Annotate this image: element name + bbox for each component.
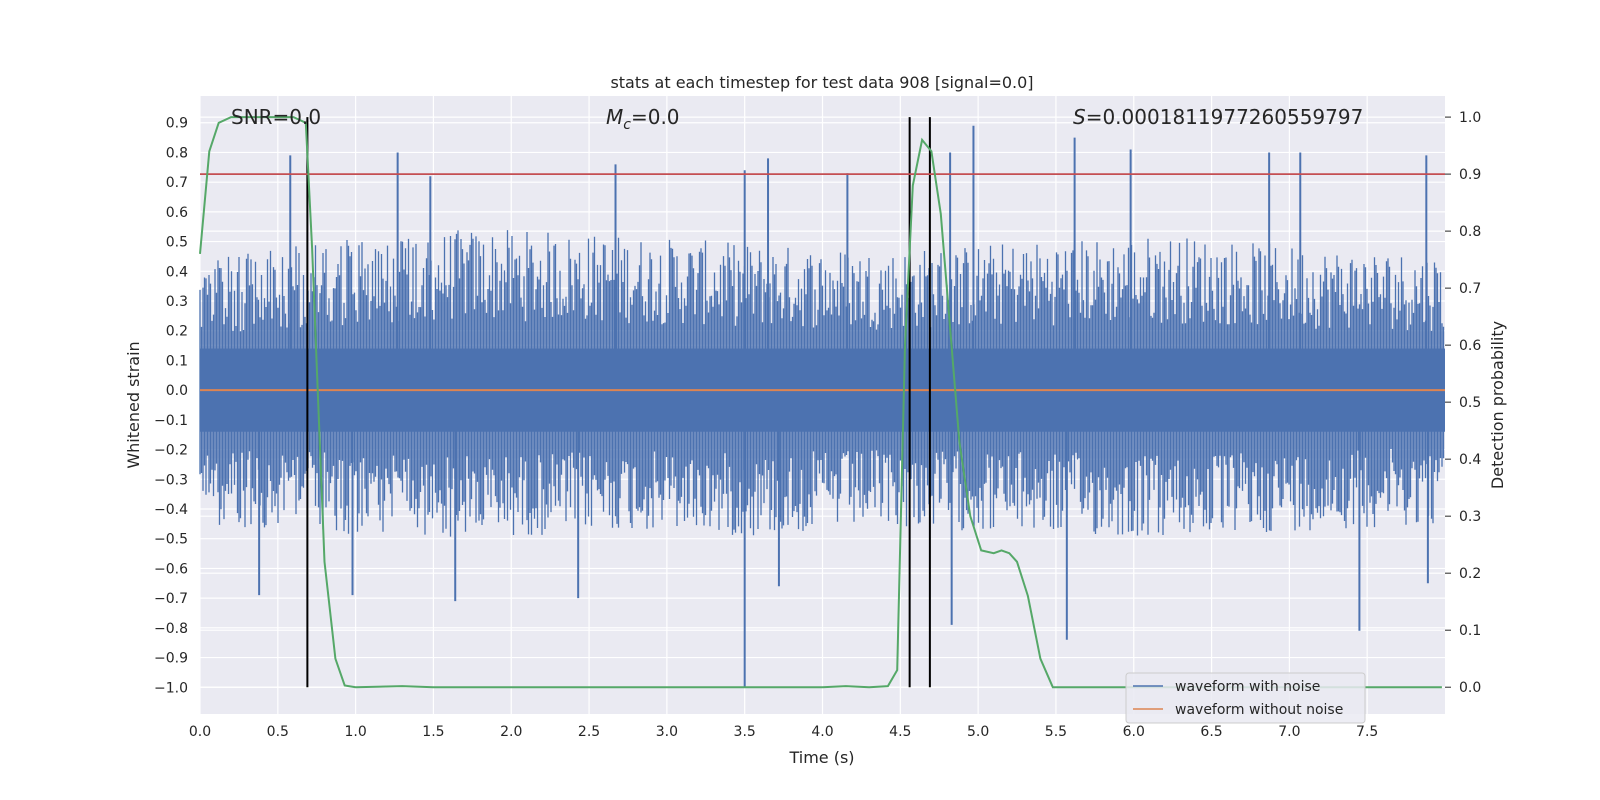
y-tick-label: 0.1 bbox=[166, 353, 188, 369]
y-tick-label: −0.4 bbox=[154, 502, 188, 518]
chirp-mass-subscript: c bbox=[623, 117, 631, 133]
y-tick-label: 0.3 bbox=[166, 294, 188, 310]
y-tick-label: −0.1 bbox=[154, 413, 188, 429]
y-tick-label: 0.2 bbox=[166, 324, 188, 340]
y2-tick-label: 0.9 bbox=[1459, 167, 1481, 183]
x-tick-label: 4.0 bbox=[811, 724, 833, 740]
y2-tick-label: 0.4 bbox=[1459, 452, 1481, 468]
detection-probability-series bbox=[199, 116, 1442, 689]
x-tick-label: 5.0 bbox=[967, 724, 989, 740]
chart-title: stats at each timestep for test data 908… bbox=[610, 73, 1033, 92]
y-tick-label: 0.8 bbox=[166, 145, 188, 161]
y2-tick-label: 1.0 bbox=[1459, 110, 1481, 126]
x-tick-label: 3.5 bbox=[734, 724, 756, 740]
y2-tick-label: 0.5 bbox=[1459, 395, 1481, 411]
legend-label-noise: waveform with noise bbox=[1175, 679, 1320, 695]
x-tick-label: 4.5 bbox=[889, 724, 911, 740]
y-tick-label: −0.2 bbox=[154, 443, 188, 459]
y2-tick-label: 0.0 bbox=[1459, 680, 1481, 696]
x-tick-label: 7.0 bbox=[1278, 724, 1300, 740]
legend-label-clean: waveform without noise bbox=[1175, 702, 1343, 718]
y2-tick-label: 0.2 bbox=[1459, 566, 1481, 582]
chirp-mass-symbol: M bbox=[606, 105, 623, 129]
y-tick-label: −0.7 bbox=[154, 591, 188, 607]
x-tick-label: 1.0 bbox=[344, 724, 366, 740]
y-axis-label: Whitened strain bbox=[124, 341, 143, 468]
y-tick-label: −0.9 bbox=[154, 651, 188, 667]
x-tick-label: 2.5 bbox=[578, 724, 600, 740]
significance-symbol: S bbox=[1073, 105, 1086, 129]
x-tick-label: 1.5 bbox=[422, 724, 444, 740]
y-tick-label: 0.6 bbox=[166, 205, 188, 221]
significance-value: =0.0001811977260559797 bbox=[1086, 105, 1364, 129]
probability-line bbox=[199, 116, 1442, 689]
significance-annotation: S=0.0001811977260559797 bbox=[1073, 105, 1363, 129]
y-tick-label: 0.7 bbox=[166, 175, 188, 191]
legend: waveform with noise waveform without noi… bbox=[1125, 672, 1366, 724]
y-tick-label: −0.3 bbox=[154, 472, 188, 488]
chirp-mass-value: =0.0 bbox=[631, 105, 680, 129]
x-tick-label: 7.5 bbox=[1356, 724, 1378, 740]
x-axis-ticks: 0.0 0.5 1.0 1.5 2.0 2.5 3.0 3.5 4.0 4.5 5.0 5.5 6.0 6… bbox=[189, 724, 1378, 740]
y-tick-label: 0.9 bbox=[166, 116, 188, 132]
snr-annotation: SNR=0.0 bbox=[231, 105, 321, 129]
y2-tick-label: 0.6 bbox=[1459, 338, 1481, 354]
y-tick-label: −0.6 bbox=[154, 561, 188, 577]
y-tick-label: 0.4 bbox=[166, 264, 188, 280]
y2-tick-label: 0.3 bbox=[1459, 509, 1481, 525]
y-tick-label: 0.5 bbox=[166, 235, 188, 251]
y2-tick-label: 0.1 bbox=[1459, 623, 1481, 639]
y2-tick-label: 0.7 bbox=[1459, 281, 1481, 297]
legend-box bbox=[1125, 672, 1366, 724]
x-tick-label: 0.5 bbox=[267, 724, 289, 740]
y-tick-label: 0.0 bbox=[166, 383, 188, 399]
y2-axis-label: Detection probability bbox=[1488, 321, 1507, 489]
x-tick-label: 6.5 bbox=[1200, 724, 1222, 740]
x-tick-label: 2.0 bbox=[500, 724, 522, 740]
chirp-mass-annotation: Mc=0.0 bbox=[606, 105, 680, 133]
x-tick-label: 5.5 bbox=[1045, 724, 1067, 740]
y2-axis-ticks: 1.0 0.9 0.8 0.7 0.6 0.5 0.4 0.3 0.2 0.1 0.0 bbox=[1445, 110, 1481, 696]
y-tick-label: −0.5 bbox=[154, 532, 188, 548]
vertical-markers bbox=[306, 117, 931, 688]
y-axis-ticks: 0.9 0.8 0.7 0.6 0.5 0.4 0.3 0.2 0.1 0.0 −0.1 −0.2 −0… bbox=[154, 116, 188, 697]
y-tick-label: −1.0 bbox=[154, 680, 188, 696]
x-tick-label: 6.0 bbox=[1123, 724, 1145, 740]
y2-tick-label: 0.8 bbox=[1459, 224, 1481, 240]
x-tick-label: 0.0 bbox=[189, 724, 211, 740]
x-axis-label: Time (s) bbox=[788, 748, 854, 767]
x-tick-label: 3.0 bbox=[656, 724, 678, 740]
y-tick-label: −0.8 bbox=[154, 621, 188, 637]
